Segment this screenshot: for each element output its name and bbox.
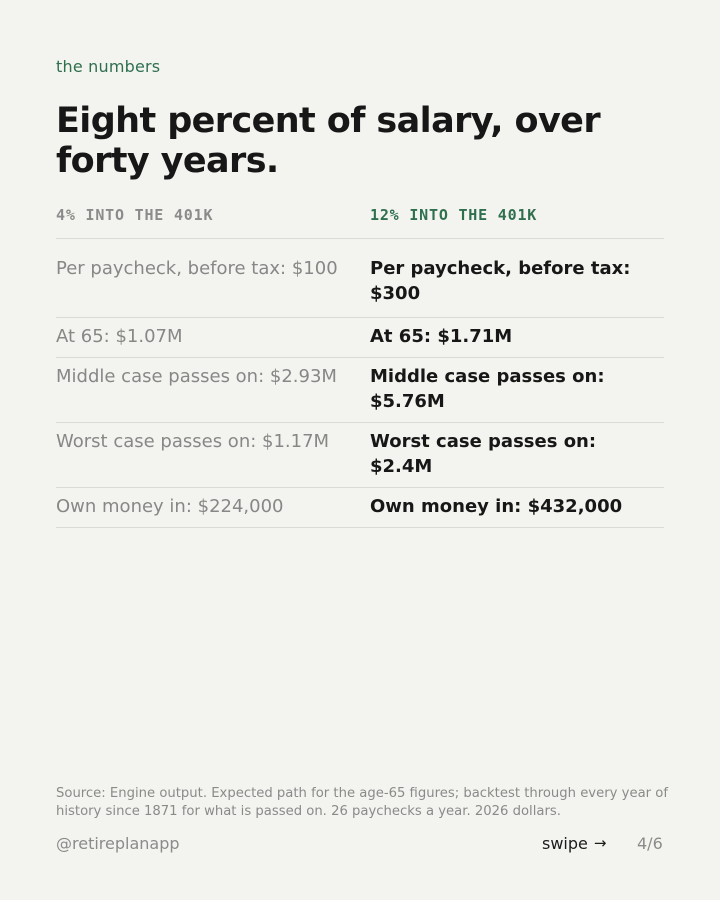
source-note: Source: Engine output. Expected path for… [56,786,668,819]
column-header-right: 12% INTO THE 401K [370,206,538,224]
table-row: Per paycheck, before tax: $100 Per paych… [56,239,664,318]
left-cell: Worst case passes on: $1.17M [56,431,330,452]
comparison-table: Per paycheck, before tax: $100 Per paych… [56,238,664,528]
swipe-button[interactable]: swipe → [542,834,606,853]
left-cell: Per paycheck, before tax: $100 [56,258,338,279]
left-cell: Own money in: $224,000 [56,496,284,517]
kicker: the numbers [56,57,161,76]
column-header-left: 4% INTO THE 401K [56,206,214,224]
arrow-right-icon: → [593,834,607,852]
right-cell: Middle case passes on: $5.76M [370,366,605,412]
table-row: Middle case passes on: $2.93M Middle cas… [56,358,664,423]
table-row: Worst case passes on: $1.17M Worst case … [56,423,664,488]
left-cell: At 65: $1.07M [56,326,183,347]
page-indicator: 4/6 [637,834,663,853]
swipe-label: swipe [542,834,588,853]
right-cell: Worst case passes on: $2.4M [370,431,597,477]
page-title: Eight percent of salary, over forty year… [56,101,601,181]
table-row: At 65: $1.07M At 65: $1.71M [56,318,664,358]
right-cell: At 65: $1.71M [370,326,513,347]
account-handle: @retireplanapp [56,834,180,853]
right-cell: Own money in: $432,000 [370,496,623,517]
left-cell: Middle case passes on: $2.93M [56,366,337,387]
right-cell: Per paycheck, before tax: $300 [370,258,631,304]
table-row: Own money in: $224,000 Own money in: $43… [56,488,664,528]
